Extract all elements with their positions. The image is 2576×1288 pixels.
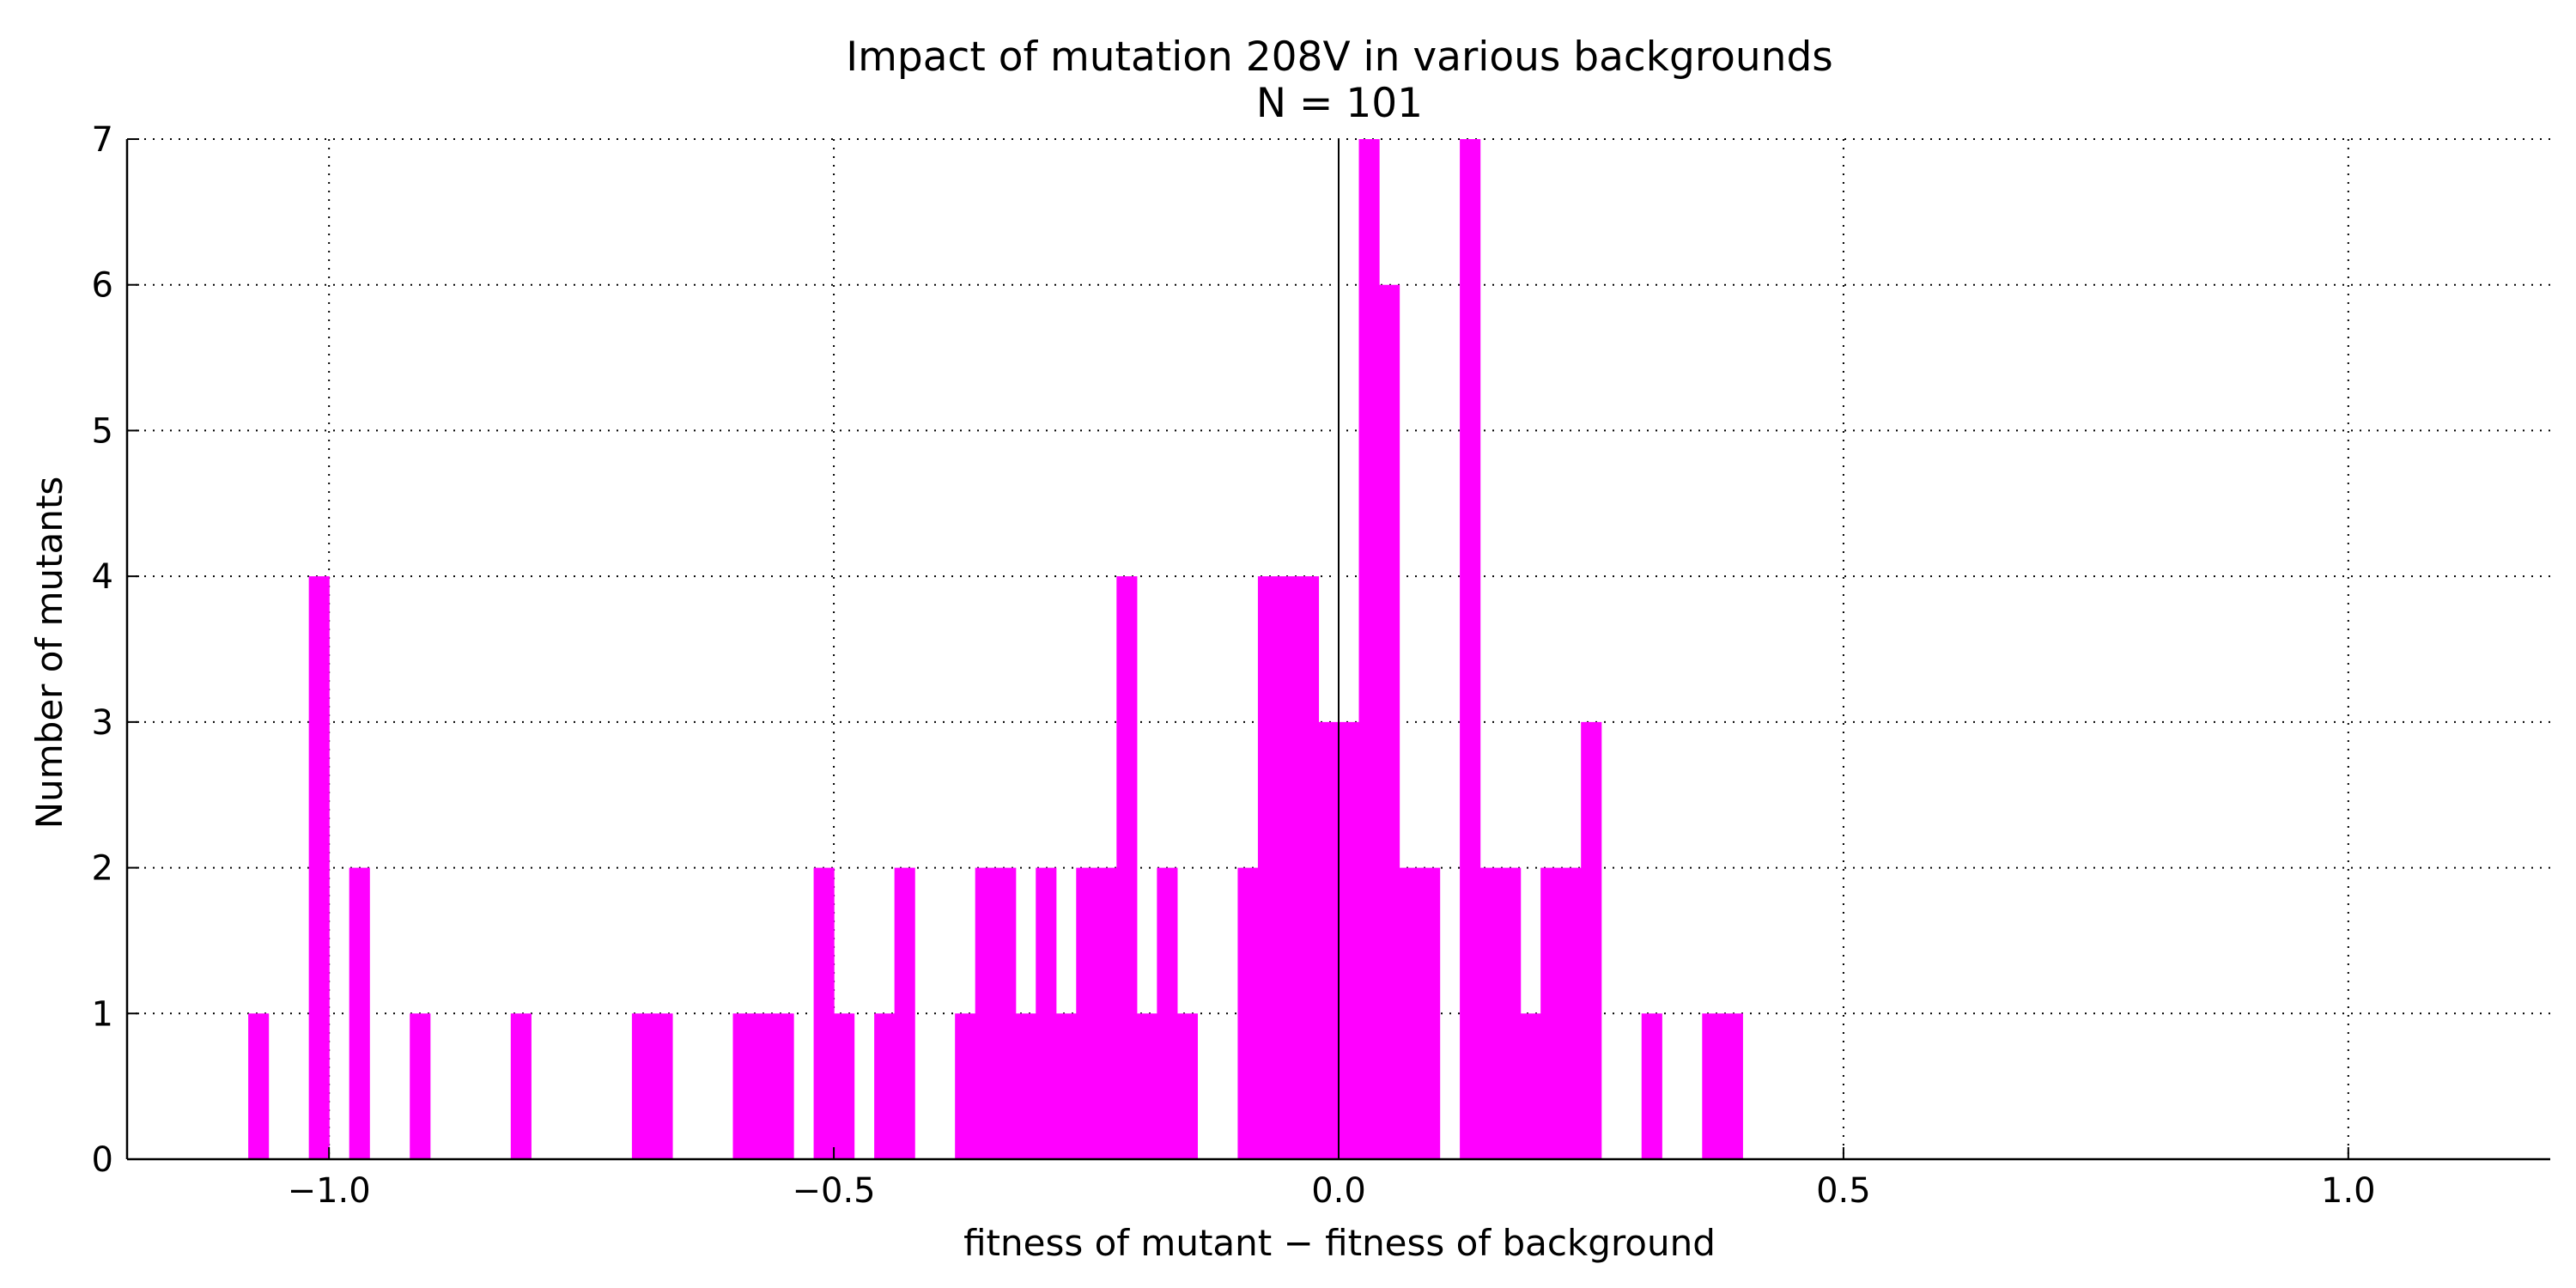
x-axis-label: fitness of mutant − fitness of backgroun… xyxy=(963,1222,1716,1264)
chart-title: Impact of mutation 208V in various backg… xyxy=(846,33,1833,81)
histogram-bar-10 xyxy=(813,867,835,1159)
histogram-bar-32 xyxy=(1358,139,1380,1159)
histogram-bar-17 xyxy=(1015,1013,1036,1159)
x-tick-label-3: 0.5 xyxy=(1816,1171,1871,1211)
histogram-bar-21 xyxy=(1096,867,1117,1159)
histogram-bar-42 xyxy=(1581,721,1602,1159)
histogram-bar-36 xyxy=(1460,139,1481,1159)
x-tick-label-2: 0.0 xyxy=(1311,1171,1366,1211)
y-tick-label-6: 6 xyxy=(92,266,113,306)
histogram-bar-22 xyxy=(1116,576,1138,1159)
histogram-bar-12 xyxy=(874,1013,896,1159)
y-axis-label: Number of mutants xyxy=(28,477,70,829)
histogram-bar-45 xyxy=(1722,1013,1743,1159)
y-tick-label-5: 5 xyxy=(92,411,113,451)
histogram-bars xyxy=(248,139,1743,1159)
histogram-bar-3 xyxy=(410,1013,431,1159)
histogram-bar-16 xyxy=(995,867,1017,1159)
histogram-bar-37 xyxy=(1479,867,1501,1159)
histogram-bar-11 xyxy=(834,1013,855,1159)
y-tick-labels: 0 1 2 3 4 5 6 7 xyxy=(92,120,113,1180)
histogram-bar-20 xyxy=(1076,867,1097,1159)
histogram-bar-39 xyxy=(1520,1013,1541,1159)
y-tick-label-7: 7 xyxy=(92,120,113,160)
histogram-bar-14 xyxy=(955,1013,976,1159)
histogram-bar-23 xyxy=(1136,1013,1157,1159)
y-tick-label-1: 1 xyxy=(92,994,113,1034)
histogram-bar-28 xyxy=(1278,576,1299,1159)
histogram-bar-24 xyxy=(1157,867,1178,1159)
histogram-bar-6 xyxy=(652,1013,673,1159)
histogram-bar-5 xyxy=(631,1013,653,1159)
histogram-bar-18 xyxy=(1036,867,1057,1159)
histogram-bar-29 xyxy=(1297,576,1320,1159)
histogram-bar-35 xyxy=(1419,867,1441,1159)
y-tick-label-2: 2 xyxy=(92,849,113,889)
y-tick-label-0: 0 xyxy=(92,1140,113,1180)
axis-ticks xyxy=(127,138,2349,1160)
histogram-bar-43 xyxy=(1641,1013,1662,1159)
x-tick-label-1: −0.5 xyxy=(793,1171,876,1211)
histogram-bar-0 xyxy=(248,1013,270,1159)
histogram-bar-41 xyxy=(1560,867,1582,1159)
y-tick-label-4: 4 xyxy=(92,557,113,597)
x-tick-label-0: −1.0 xyxy=(288,1171,371,1211)
x-tick-labels: −1.0 −0.5 0.0 0.5 1.0 xyxy=(288,1171,2376,1211)
histogram-bar-13 xyxy=(894,867,915,1159)
histogram-bar-1 xyxy=(308,576,330,1159)
histogram-bar-34 xyxy=(1399,867,1420,1159)
histogram-bar-7 xyxy=(732,1013,754,1159)
chart-subtitle: N = 101 xyxy=(1256,80,1423,127)
histogram-bar-2 xyxy=(349,867,370,1159)
histogram-bar-25 xyxy=(1176,1013,1198,1159)
histogram-bar-19 xyxy=(1055,1013,1077,1159)
histogram-bar-9 xyxy=(773,1013,794,1159)
histogram-bar-27 xyxy=(1257,576,1279,1159)
histogram-bar-44 xyxy=(1702,1013,1723,1159)
histogram-bar-30 xyxy=(1318,721,1340,1159)
histogram-bar-31 xyxy=(1339,721,1360,1159)
y-tick-label-3: 3 xyxy=(92,703,113,743)
histogram-bar-38 xyxy=(1500,867,1522,1159)
histogram-bar-40 xyxy=(1540,867,1562,1159)
histogram-bar-26 xyxy=(1237,867,1259,1159)
x-tick-label-4: 1.0 xyxy=(2321,1171,2376,1211)
histogram-bar-4 xyxy=(510,1013,532,1159)
histogram-bar-33 xyxy=(1379,284,1400,1159)
histogram-bar-8 xyxy=(753,1013,775,1159)
histogram-bar-15 xyxy=(975,867,996,1159)
